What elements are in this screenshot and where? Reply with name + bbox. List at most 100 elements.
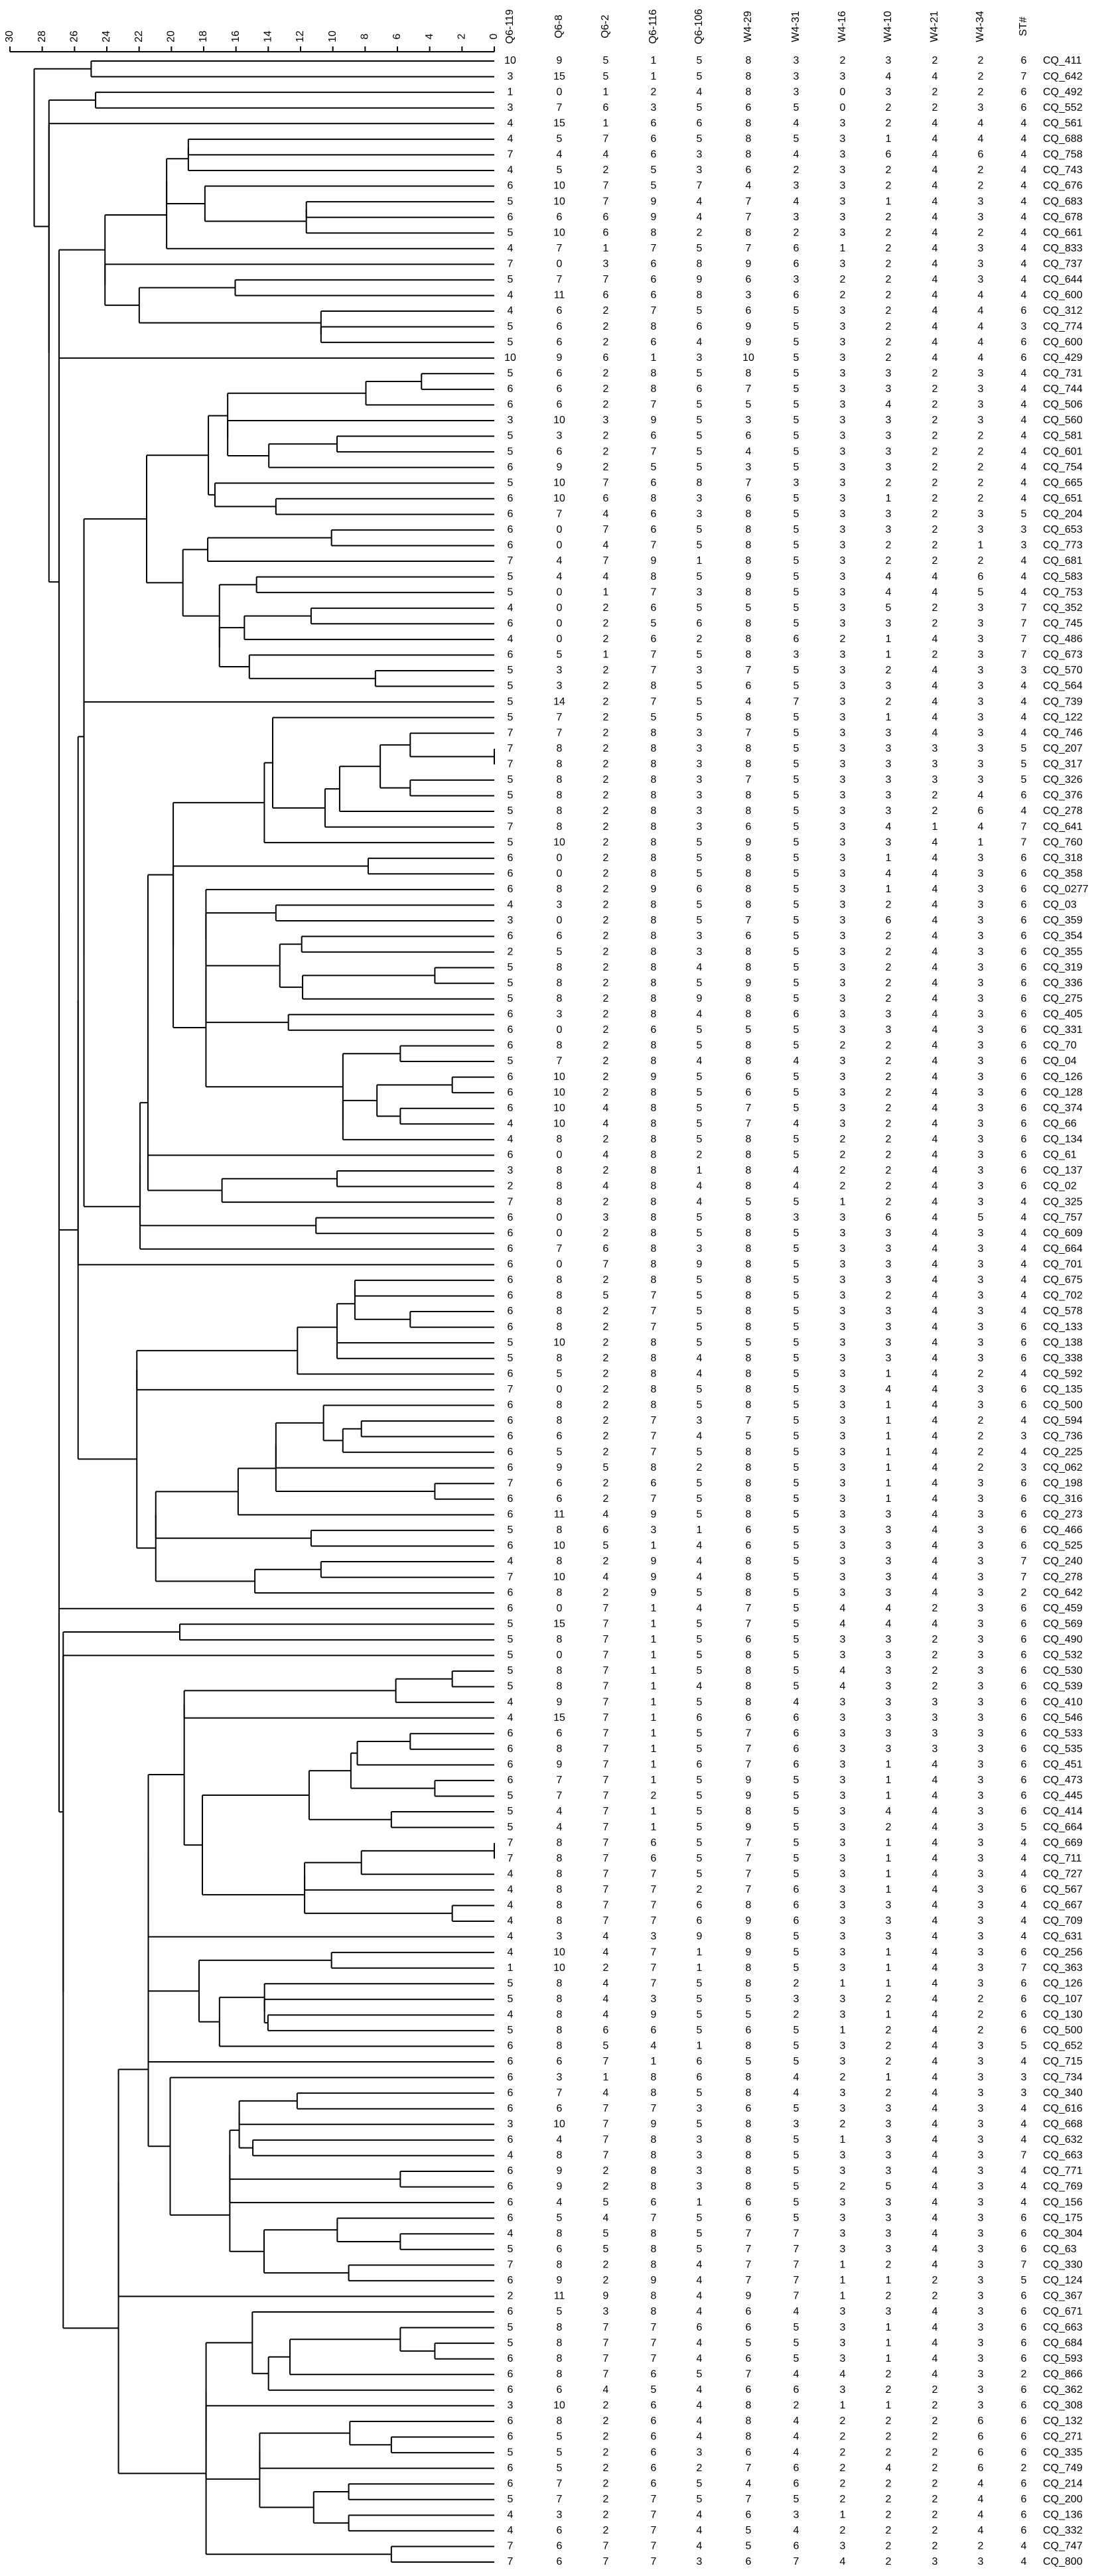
cell-value: 4 [603,1978,609,1989]
cell-value: 4 [932,571,938,582]
cell-value: 6 [1021,1884,1027,1895]
cell-value: 6 [794,1712,799,1724]
cell-value: 2 [840,274,846,285]
cell-value: 5 [1021,509,1027,520]
cell-value: 3 [697,774,703,785]
cell-value: 5 [794,2197,799,2208]
cell-value: 5 [794,759,799,770]
cell-value: 2 [886,1165,892,1176]
cell-value: 6 [508,2212,514,2224]
cell-value: 3 [840,649,846,661]
cell-value: 3 [840,1446,846,1457]
cell-value: 6 [697,2322,703,2333]
cell-value: 1 [651,1806,657,1817]
cell-value: 3 [978,696,984,707]
cell-value: 8 [557,2228,563,2239]
column-header: W4-21 [929,11,940,42]
row-label: CQ_773 [1043,540,1083,551]
axis-tick-label: 18 [198,31,209,42]
cell-value: 4 [932,2025,938,2036]
cell-value: 8 [746,1806,752,1817]
cell-value: 4 [886,71,892,82]
cell-value: 4 [1021,431,1027,442]
cell-value: 0 [557,868,563,879]
cell-value: 3 [978,1728,984,1739]
cell-value: 2 [603,915,609,926]
cell-value: 3 [978,1196,984,1207]
cell-value: 5 [794,2150,799,2161]
cell-value: 6 [697,2072,703,2083]
row-label: CQ_600 [1043,290,1083,301]
cell-value: 3 [978,1696,984,1708]
cell-value: 5 [886,2181,892,2193]
cell-value: 7 [603,1775,609,1786]
cell-value: 4 [932,1775,938,1786]
cell-value: 5 [697,2212,703,2224]
cell-value: 6 [746,1071,752,1083]
cell-value: 1 [651,1665,657,1676]
cell-value: 6 [508,2384,514,2396]
cell-value: 1 [886,1978,892,1989]
cell-value: 3 [840,993,846,1004]
cell-value: 2 [886,117,892,129]
cell-value: 3 [886,1587,892,1598]
cell-value: 3 [746,415,752,426]
cell-value: 1 [886,1446,892,1457]
cell-value: 2 [886,1822,892,1833]
cell-value: 3 [886,1509,892,1521]
cell-value: 5 [794,727,799,738]
cell-value: 3 [794,649,799,661]
cell-value: 7 [1021,634,1027,645]
cell-value: 3 [886,1634,892,1645]
cell-value: 8 [557,1353,563,1364]
cell-value: 4 [603,1150,609,1161]
cell-value: 2 [932,2275,938,2286]
cell-value: 4 [557,2134,563,2145]
cell-value: 8 [651,2244,657,2255]
row-label: CQ_308 [1043,2400,1083,2411]
cell-value: 4 [932,1024,938,1036]
cell-value: 1 [651,1650,657,1661]
cell-value: 1 [886,493,892,504]
cell-value: 3 [886,415,892,426]
cell-value: 3 [886,727,892,738]
cell-value: 4 [557,571,563,582]
cell-value: 4 [932,634,938,645]
cell-value: 4 [1021,1259,1027,1270]
cell-value: 3 [886,1525,892,1536]
cell-value: 5 [794,1322,799,1333]
cell-value: 4 [932,2134,938,2145]
cell-value: 3 [840,2165,846,2177]
cell-value: 6 [1021,336,1027,348]
cell-value: 3 [840,2212,846,2224]
cell-value: 6 [1021,1994,1027,2005]
cell-value: 7 [557,727,563,738]
cell-value: 6 [603,1243,609,1254]
cell-value: 3 [840,1743,846,1755]
cell-value: 3 [697,352,703,364]
cell-value: 8 [651,727,657,738]
cell-value: 3 [886,1665,892,1676]
cell-value: 8 [557,1884,563,1895]
cell-value: 3 [978,2212,984,2224]
cell-value: 4 [932,2212,938,2224]
cell-value: 6 [557,321,563,332]
cell-value: 3 [557,681,563,692]
cell-value: 9 [557,1759,563,1771]
cell-value: 6 [508,540,514,551]
cell-value: 6 [1021,946,1027,957]
cell-value: 3 [978,946,984,957]
cell-value: 4 [932,2009,938,2021]
cell-value: 3 [508,1165,514,1176]
cell-value: 1 [651,1759,657,1771]
row-label: CQ_702 [1043,1290,1083,1302]
cell-value: 3 [840,212,846,223]
cell-value: 2 [603,1274,609,1286]
column-header: W4-10 [882,11,894,42]
row-label: CQ_701 [1043,1259,1083,1270]
cell-value: 3 [978,1946,984,1958]
cell-value: 3 [978,774,984,785]
row-label: CQ_552 [1043,102,1083,113]
cell-value: 5 [794,1306,799,1317]
cell-value: 7 [651,1962,657,1974]
